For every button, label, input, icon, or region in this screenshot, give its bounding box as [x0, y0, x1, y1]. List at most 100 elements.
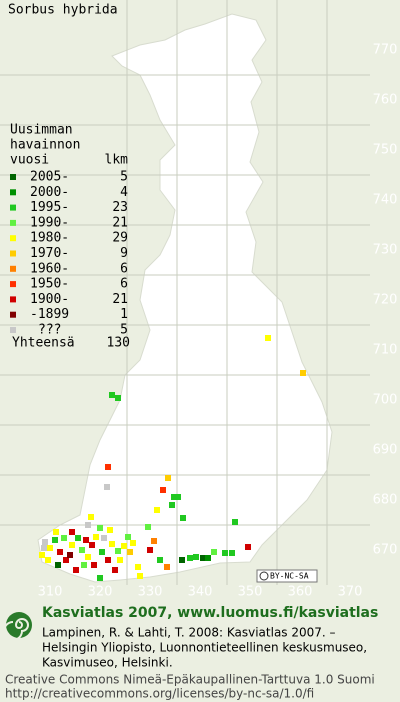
observation-dot [53, 529, 59, 535]
observation-dot [52, 537, 58, 543]
observation-dot [115, 395, 121, 401]
legend-swatch [10, 174, 16, 180]
license-line: http://creativecommons.org/licenses/by-n… [5, 687, 314, 701]
legend-count: 21 [112, 292, 128, 307]
observation-dot [229, 550, 235, 556]
observation-dot [63, 557, 69, 563]
footer-title: Kasviatlas 2007, www.luomus.fi/kasviatla… [42, 605, 378, 621]
legend-header: Uusimman [10, 123, 73, 138]
logo [3, 612, 32, 641]
observation-dot [169, 502, 175, 508]
observation-dot [85, 522, 91, 528]
observation-dot [45, 557, 51, 563]
observation-dot [300, 370, 306, 376]
observation-dot [160, 487, 166, 493]
legend-swatch [10, 189, 16, 196]
legend-count: 9 [120, 246, 128, 261]
legend-count-header: lkm [105, 153, 129, 168]
legend-label: 1990- [30, 215, 69, 230]
legend-count: 5 [120, 170, 128, 185]
legend-swatch [10, 281, 16, 288]
y-grid-label: 730 [373, 243, 398, 258]
observation-dot [81, 562, 87, 568]
x-grid-label: 310 [38, 585, 63, 600]
citation-line: Kasvimuseo, Helsinki. [42, 656, 173, 670]
observation-dot [205, 555, 211, 561]
observation-dot [69, 529, 75, 535]
observation-dot [57, 549, 63, 555]
finland-outline [37, 13, 333, 583]
observation-dot [104, 484, 110, 490]
observation-dot [179, 557, 185, 563]
observation-dot [93, 534, 99, 540]
observation-dot [97, 575, 103, 581]
observation-dot [75, 535, 81, 541]
x-grid-label: 340 [188, 585, 213, 600]
observation-dot [187, 555, 193, 561]
legend-label: 1995- [30, 200, 69, 215]
citation-line: Helsingin Yliopisto, Luonnontieteellinen… [42, 641, 367, 655]
observation-dot [73, 567, 79, 573]
observation-dot [193, 554, 199, 560]
observation-dot [61, 535, 67, 541]
observation-dot [175, 494, 181, 500]
observation-dot [180, 515, 186, 521]
observation-dot [107, 527, 113, 533]
legend-count: 1 [120, 307, 128, 322]
legend-label: 2000- [30, 185, 69, 200]
observation-dot [105, 464, 111, 470]
observation-dot [222, 550, 228, 556]
observation-dot [164, 564, 170, 570]
observation-dot [165, 475, 171, 481]
observation-dot [135, 564, 141, 570]
x-grid-label: 320 [88, 585, 113, 600]
species-title: Sorbus hybrida [8, 3, 118, 18]
legend-count: 5 [120, 323, 128, 338]
observation-dot [245, 544, 251, 550]
legend-label: 1950- [30, 277, 69, 292]
observation-dot [105, 557, 111, 563]
observation-dot [157, 557, 163, 563]
legend-count: 23 [112, 200, 128, 215]
observation-dot [115, 548, 121, 554]
cc-icon [259, 571, 269, 581]
legend-label: -1899 [30, 307, 69, 322]
observation-dot [83, 537, 89, 543]
y-grid-label: 690 [373, 443, 398, 458]
grid-lines [0, 0, 370, 585]
observation-dot [69, 542, 75, 548]
observation-dots [39, 335, 306, 581]
observation-dot [67, 552, 73, 558]
y-grid-label: 750 [373, 143, 398, 158]
legend-header: havainnon [10, 138, 80, 153]
observation-dot [55, 562, 61, 568]
observation-dot [41, 545, 47, 551]
legend-header: vuosi [10, 153, 49, 168]
observation-dot [97, 525, 103, 531]
observation-dot [125, 534, 131, 540]
legend-label: 1900- [30, 292, 69, 307]
observation-dot [121, 543, 127, 549]
observation-dot [200, 555, 206, 561]
citation-line: Lampinen, R. & Lahti, T. 2008: Kasviatla… [42, 626, 336, 640]
y-grid-label: 710 [373, 343, 398, 358]
legend-count: 6 [120, 261, 128, 276]
observation-dot [112, 567, 118, 573]
y-grid-label: 700 [373, 393, 398, 408]
y-grid-label: 760 [373, 93, 398, 108]
legend-swatch [10, 204, 16, 211]
observation-dot [47, 545, 53, 551]
y-grid-label: 720 [373, 293, 398, 308]
observation-dot [99, 549, 105, 555]
observation-dot [42, 539, 48, 545]
observation-dot [145, 524, 151, 530]
legend-label: 1980- [30, 231, 69, 246]
observation-dot [85, 554, 91, 560]
observation-dot [109, 541, 115, 547]
observation-dot [171, 494, 177, 500]
observation-dot [232, 519, 238, 525]
legend-swatch [10, 250, 16, 257]
legend-swatch [10, 327, 16, 333]
